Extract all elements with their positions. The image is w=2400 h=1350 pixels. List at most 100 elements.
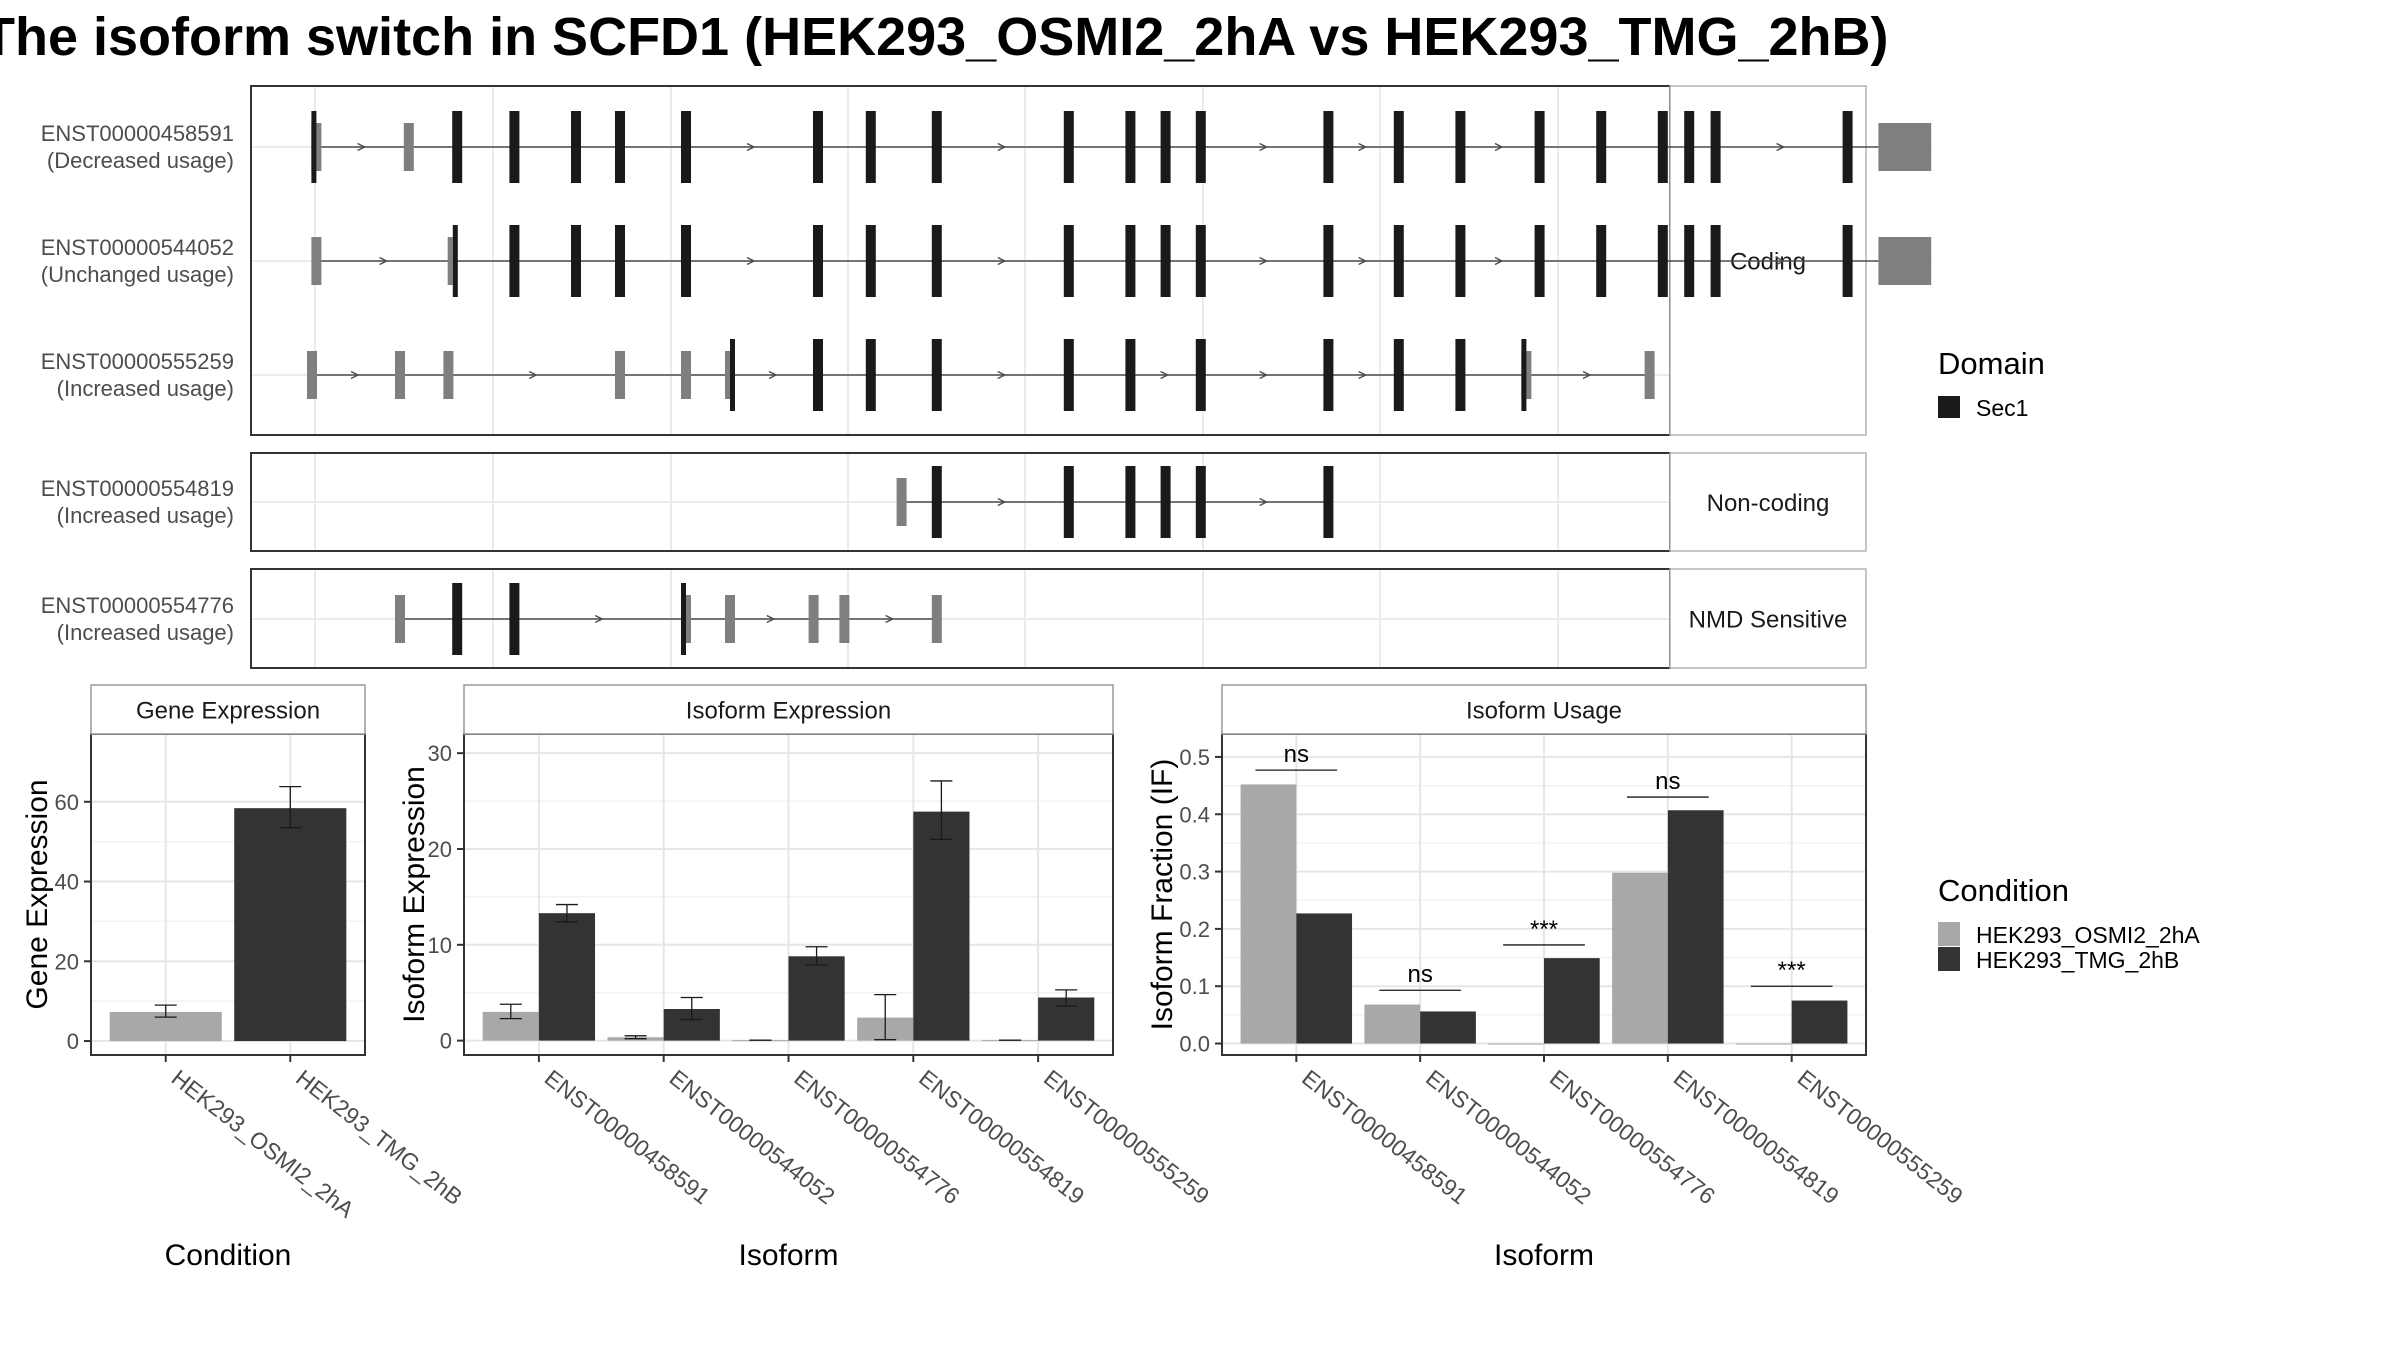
- exon: [403, 123, 414, 171]
- facet-strip-label: NMD Sensitive: [1689, 607, 1848, 634]
- facet-strip-label: Isoform Usage: [1466, 698, 1622, 725]
- exon-part: [730, 339, 735, 411]
- exon-part: [447, 237, 453, 285]
- strand-arrow: [1494, 256, 1504, 266]
- strand-arrow: [1776, 142, 1786, 152]
- exon: [1842, 111, 1853, 183]
- y-tick-label: 0.3: [1179, 860, 1210, 885]
- exon: [1455, 339, 1466, 411]
- exon-part: [725, 351, 730, 399]
- exon: [509, 583, 520, 655]
- facet-strip-label: Gene Expression: [136, 698, 320, 725]
- facet-strip-label: Coding: [1730, 249, 1806, 276]
- transcript-id-label: ENST00000555259: [41, 349, 234, 374]
- transcript-id-label: ENST00000554776: [41, 593, 234, 618]
- strand-arrow: [357, 142, 367, 152]
- exon: [931, 225, 942, 297]
- strand-arrow: [997, 497, 1007, 507]
- condition-legend-label-b: HEK293_TMG_2hB: [1976, 947, 2179, 973]
- exon: [1710, 225, 1721, 297]
- exon: [311, 237, 322, 285]
- y-tick-label: 40: [55, 870, 79, 895]
- y-tick-label: 20: [55, 949, 79, 974]
- strand-arrow: [1582, 370, 1592, 380]
- significance-label: ns: [1407, 961, 1432, 988]
- facet-strip: [463, 684, 1114, 735]
- condition-legend-swatch-a: [1938, 922, 1960, 946]
- strand-arrow: [1259, 497, 1269, 507]
- exon-part: [452, 225, 458, 297]
- transcript-id-label: ENST00000554819: [41, 476, 234, 501]
- facet-strip: [1669, 568, 1867, 669]
- chart-panel: Isoform Expression0102030ENST00000458591…: [398, 684, 1214, 1272]
- exon: [1323, 339, 1334, 411]
- exon: [615, 351, 625, 399]
- exon-part: [681, 583, 686, 655]
- strand-arrow: [746, 142, 756, 152]
- exon: [808, 595, 819, 643]
- exon: [1842, 225, 1853, 297]
- exon: [1063, 111, 1074, 183]
- transcript-usage-label: (Decreased usage): [47, 148, 234, 173]
- exon: [1125, 225, 1136, 297]
- exon-part: [316, 123, 322, 171]
- strand-arrow: [746, 256, 756, 266]
- exon: [571, 111, 581, 183]
- exon: [1323, 225, 1334, 297]
- strand-arrow: [997, 142, 1007, 152]
- exon: [395, 595, 405, 643]
- strand-arrow: [1358, 370, 1368, 380]
- exon: [307, 351, 317, 399]
- exon-part: [1526, 351, 1532, 399]
- y-tick-label: 0.0: [1179, 1032, 1210, 1057]
- exon-part: [311, 111, 317, 183]
- x-axis-title: Isoform: [738, 1239, 838, 1272]
- exon: [1195, 225, 1206, 297]
- y-tick-label: 0.2: [1179, 917, 1210, 942]
- bar: [1667, 810, 1724, 1044]
- strand-arrow: [885, 614, 895, 624]
- exon: [1710, 111, 1721, 183]
- exon: [1393, 339, 1404, 411]
- exon: [1657, 225, 1668, 297]
- exon: [865, 225, 876, 297]
- y-tick-label: 0.5: [1179, 745, 1210, 770]
- transcript-id-label: ENST00000458591: [41, 121, 234, 146]
- significance-label: ***: [1778, 957, 1806, 984]
- bar: [913, 811, 970, 1041]
- strand-arrow: [1259, 256, 1269, 266]
- bar: [1544, 958, 1600, 1044]
- transcript-usage-label: (Unchanged usage): [41, 262, 234, 287]
- bar: [1735, 1043, 1792, 1045]
- y-tick-label: 60: [55, 790, 79, 815]
- strand-arrow: [766, 614, 776, 624]
- exon: [1644, 351, 1655, 399]
- strand-arrow: [1358, 142, 1368, 152]
- exon: [443, 351, 454, 399]
- exon: [1534, 111, 1545, 183]
- exon: [865, 111, 876, 183]
- exon: [1160, 225, 1171, 297]
- strand-arrow: [379, 256, 389, 266]
- domain-legend-swatch: [1938, 396, 1960, 418]
- exon: [931, 466, 942, 538]
- exon: [813, 225, 823, 297]
- exon: [1393, 111, 1404, 183]
- exon: [452, 111, 463, 183]
- exon: [931, 595, 942, 643]
- exon: [681, 111, 691, 183]
- transcript-id-label: ENST00000544052: [41, 235, 234, 260]
- exon: [1684, 111, 1695, 183]
- transcript-usage-label: (Increased usage): [57, 620, 234, 645]
- exon: [813, 339, 823, 411]
- exon: [1063, 339, 1074, 411]
- facet-strip-label: Non-coding: [1707, 490, 1830, 517]
- exon: [1195, 466, 1206, 538]
- bar: [1364, 1004, 1421, 1044]
- x-axis-title: Isoform: [1494, 1239, 1594, 1272]
- bar-charts: Gene Expression0204060HEK293_OSMI2_2hAHE…: [21, 684, 1968, 1272]
- y-axis-title: Gene Expression: [21, 779, 54, 1009]
- exon: [1657, 111, 1668, 183]
- y-tick-label: 30: [428, 741, 452, 766]
